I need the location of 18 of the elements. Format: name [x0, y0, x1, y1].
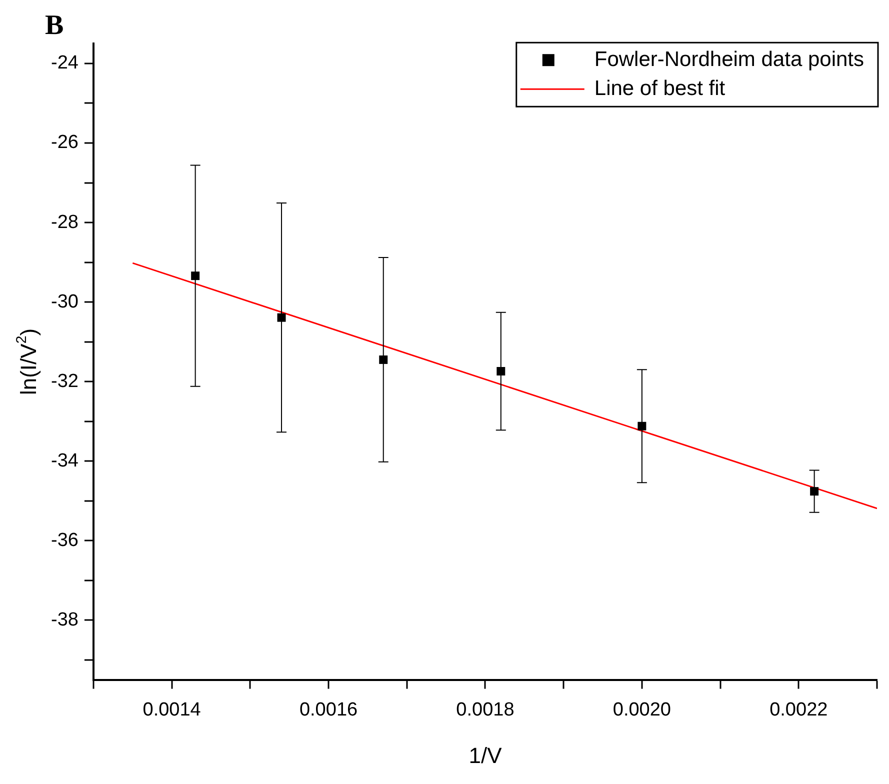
y-tick-label: -28 [50, 212, 78, 233]
y-tick-label: -24 [50, 52, 79, 74]
legend-label: Line of best fit [594, 76, 726, 100]
y-tick-label: -34 [50, 450, 79, 472]
x-axis-title: 1/V [468, 742, 502, 768]
y-axis-title: ln(I/V2) [14, 328, 42, 396]
y-tick-label: -36 [50, 530, 78, 551]
x-tick-label: 0.0022 [770, 699, 828, 720]
y-tick-label: -26 [50, 132, 78, 154]
x-tick-label: 0.0016 [299, 699, 358, 720]
x-tick-label: 0.0014 [142, 699, 202, 720]
x-tick-label: 0.0018 [456, 699, 514, 720]
x-tick-label: 0.0020 [612, 699, 671, 720]
y-tick-label: -38 [50, 609, 78, 630]
legend-label: Fowler-Nordheim data points [594, 48, 864, 71]
y-tick-label: -32 [50, 370, 78, 392]
chart-title: B [45, 10, 64, 42]
y-tick-label: -30 [50, 291, 78, 312]
